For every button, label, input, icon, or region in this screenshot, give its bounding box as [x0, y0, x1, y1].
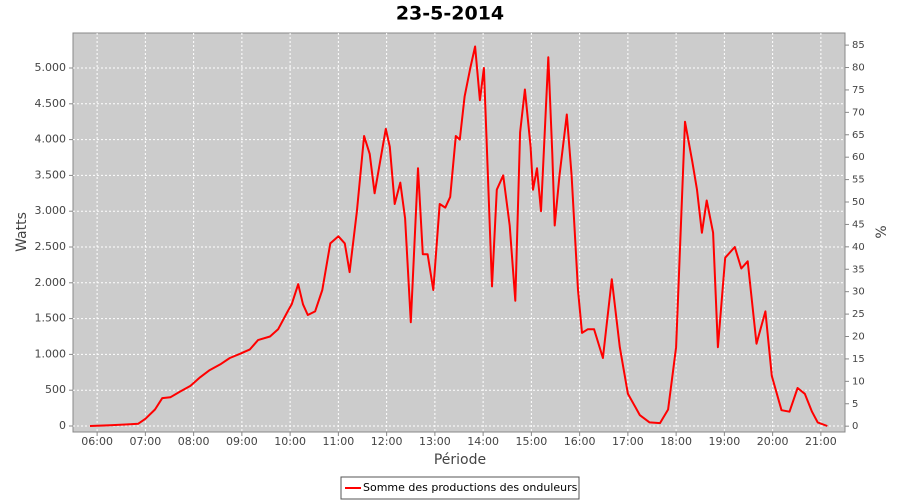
y2-tick-label: 40	[852, 242, 865, 253]
x-tick-label: 17:00	[612, 435, 644, 448]
y-tick-label: 3.000	[35, 204, 67, 217]
y2-tick-label: 55	[852, 175, 865, 186]
y2-tick-label: 50	[852, 197, 865, 208]
y-tick-label: 1.500	[35, 312, 67, 325]
y2-tick-label: 5	[852, 399, 858, 410]
y-tick-label: 3.500	[35, 168, 67, 181]
line	[89, 45, 828, 427]
legend: Somme des productions des onduleurs	[340, 476, 580, 500]
y2-tick-label: 80	[852, 63, 865, 74]
y-tick-label: 1.000	[35, 347, 67, 360]
y2-tick-label: 45	[852, 219, 865, 230]
y-tick-label: 500	[45, 383, 66, 396]
x-tick-label: 08:00	[178, 435, 210, 448]
y2-tick-label: 65	[852, 130, 865, 141]
y2-tick-label: 70	[852, 107, 865, 118]
y2-tick-label: 30	[852, 287, 865, 298]
y2-axis-label: %	[874, 225, 890, 238]
legend-box	[340, 476, 580, 500]
y2-tick-label: 15	[852, 354, 865, 365]
x-tick-label: 11:00	[323, 435, 355, 448]
y-tick-label: 4.500	[35, 97, 67, 110]
x-tick-label: 19:00	[709, 435, 741, 448]
y-tick-label: 4.000	[35, 133, 67, 146]
x-tick-label: 14:00	[467, 435, 499, 448]
y-tick-label: 2.000	[35, 276, 67, 289]
x-tick-label: 20:00	[757, 435, 789, 448]
y2-tick-label: 0	[852, 421, 858, 432]
y2-tick-label: 25	[852, 309, 865, 320]
y-axis-label: Watts	[14, 212, 30, 252]
y2-tick-label: 75	[852, 85, 865, 96]
plot-area	[72, 32, 846, 433]
x-tick-label: 10:00	[274, 435, 306, 448]
x-tick-label: 12:00	[371, 435, 403, 448]
x-axis-label: Période	[434, 452, 486, 468]
x-tick-label: 09:00	[226, 435, 258, 448]
x-tick-label: 15:00	[516, 435, 548, 448]
y-tick-label: 0	[59, 419, 66, 432]
y2-tick-label: 10	[852, 376, 865, 387]
y2-tick-label: 20	[852, 332, 865, 343]
chart-title: 23-5-2014	[396, 3, 504, 25]
y2-tick-label: 35	[852, 264, 865, 275]
y-tick-label: 5.000	[35, 61, 67, 74]
y2-tick-label: 85	[852, 40, 865, 51]
x-tick-label: 21:00	[805, 435, 837, 448]
x-tick-label: 13:00	[419, 435, 451, 448]
x-tick-label: 18:00	[660, 435, 692, 448]
x-tick-label: 06:00	[81, 435, 113, 448]
x-tick-label: 07:00	[130, 435, 162, 448]
legend-label: Somme des productions des onduleurs	[363, 481, 578, 494]
y-tick-label: 2.500	[35, 240, 67, 253]
x-tick-label: 16:00	[564, 435, 596, 448]
y2-tick-label: 60	[852, 152, 865, 163]
